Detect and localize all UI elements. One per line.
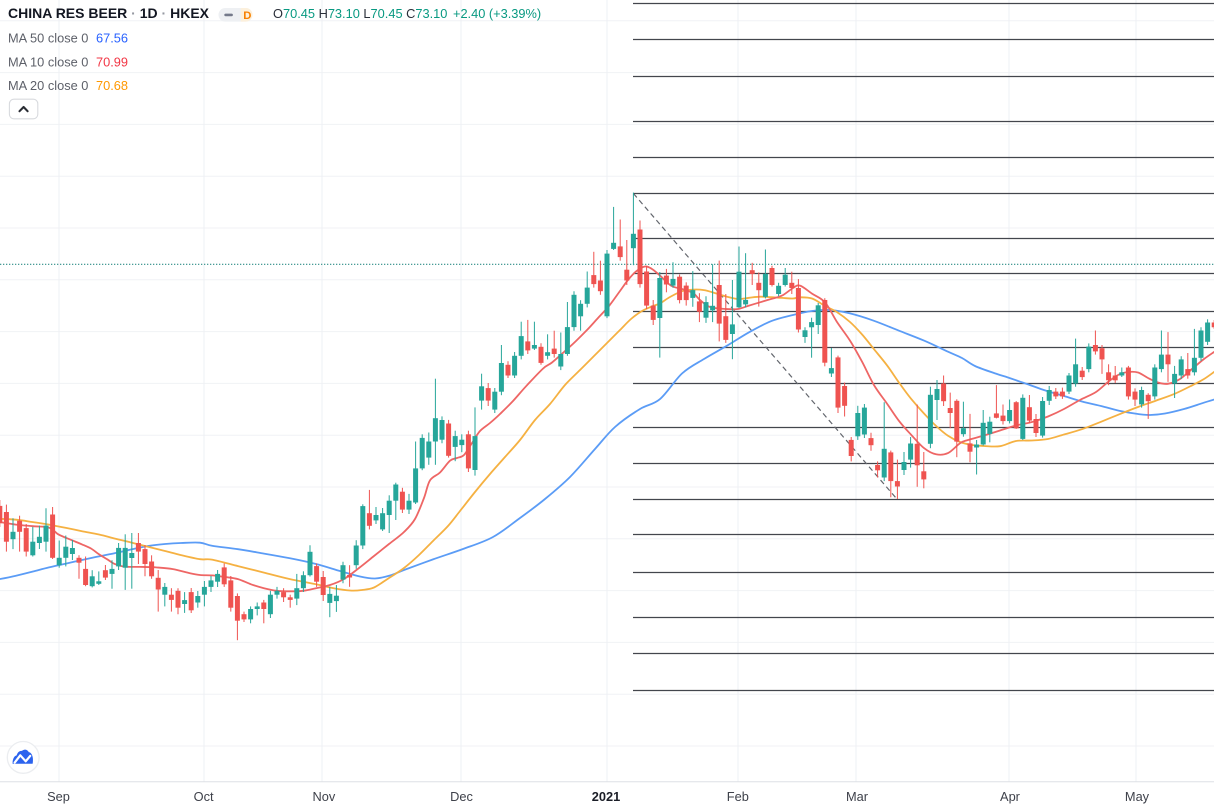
svg-text:Sep: Sep	[47, 789, 70, 804]
svg-text:Dec: Dec	[450, 789, 473, 804]
svg-text:Feb: Feb	[727, 789, 749, 804]
svg-text:70.99: 70.99	[96, 54, 128, 69]
svg-text:MA 20 close 0: MA 20 close 0	[8, 78, 88, 93]
svg-text:2021: 2021	[592, 789, 620, 804]
svg-text:Oct: Oct	[194, 789, 214, 804]
svg-text:CHINA RES BEER · 1D · HKEX: CHINA RES BEER · 1D · HKEX	[8, 5, 210, 21]
svg-text:67.56: 67.56	[96, 30, 128, 45]
svg-text:O70.45 H73.10 L70.45 C73.10 +2: O70.45 H73.10 L70.45 C73.10 +2.40 (+3.39…	[273, 6, 541, 21]
svg-text:D: D	[243, 10, 251, 22]
svg-text:70.68: 70.68	[96, 78, 128, 93]
svg-text:Mar: Mar	[846, 789, 869, 804]
svg-text:MA 10 close 0: MA 10 close 0	[8, 54, 88, 69]
svg-text:MA 50 close 0: MA 50 close 0	[8, 30, 88, 45]
svg-text:Nov: Nov	[313, 789, 336, 804]
svg-text:May: May	[1125, 789, 1150, 804]
svg-text:Apr: Apr	[1000, 789, 1021, 804]
